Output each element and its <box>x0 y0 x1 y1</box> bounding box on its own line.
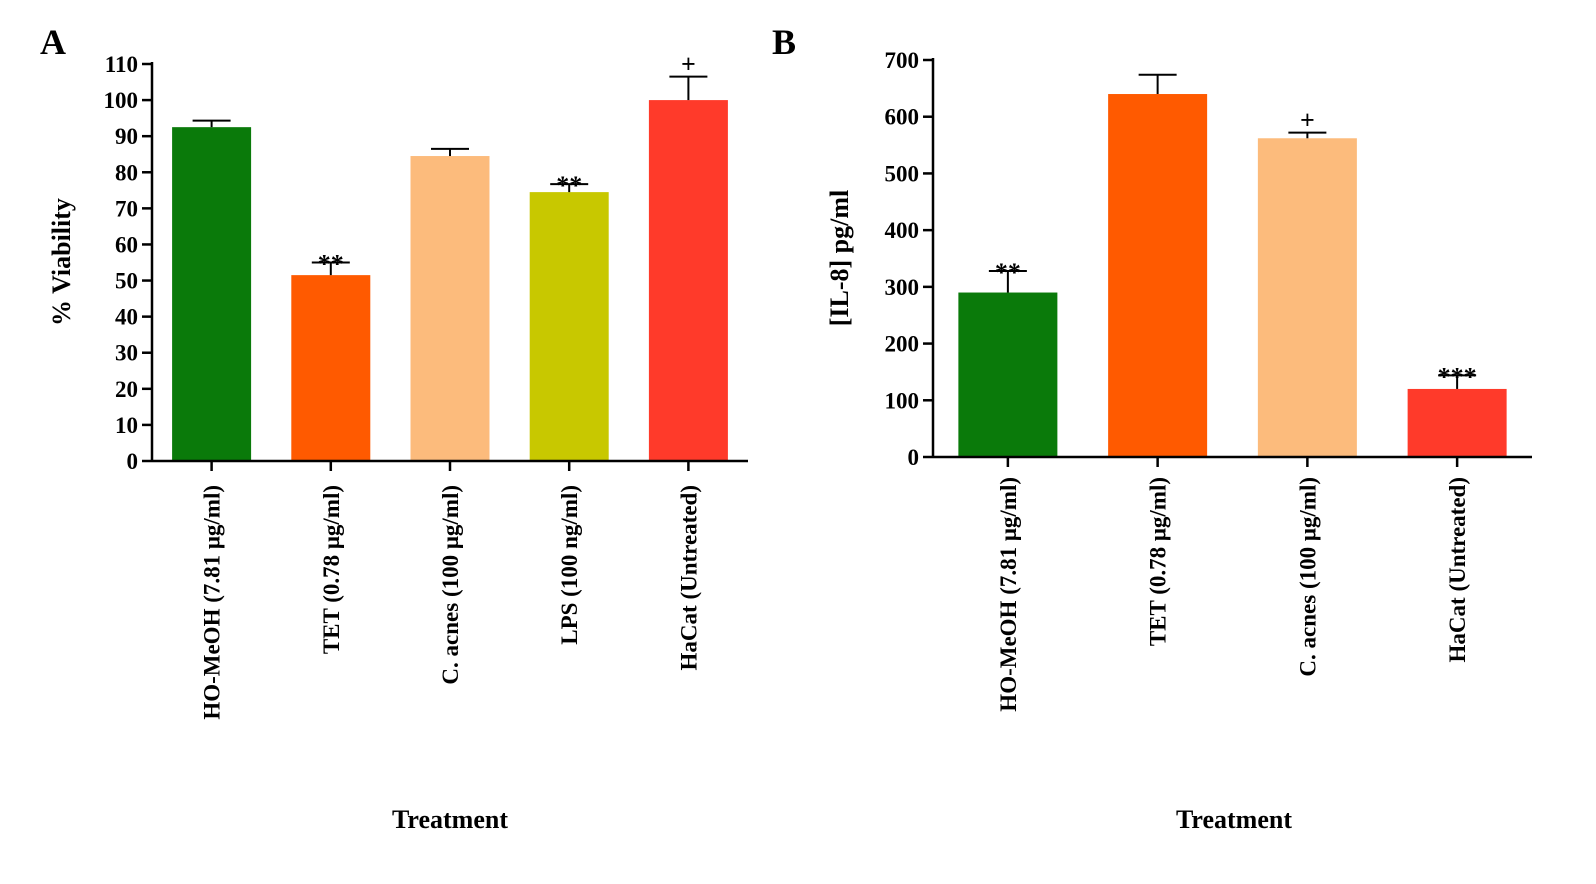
panel-letter-a: A <box>40 22 66 62</box>
significance-label: ** <box>318 250 344 279</box>
significance-label: ** <box>556 171 582 200</box>
error-bars-a <box>192 75 708 276</box>
bar <box>1407 388 1507 457</box>
y-tick-label: 90 <box>115 124 138 149</box>
bar <box>410 156 490 462</box>
y-tick-label: 70 <box>115 196 138 221</box>
y-tick-label: 50 <box>115 269 138 294</box>
y-tick-label: 0 <box>127 449 139 474</box>
panel-letter-b: B <box>772 22 796 62</box>
bar <box>529 192 609 461</box>
y-tick-label: 100 <box>885 388 920 413</box>
category-label: TET (0.78 μg/ml) <box>319 485 344 654</box>
bar <box>172 127 252 461</box>
x-axis-title-b: Treatment <box>1176 805 1292 834</box>
bars-b <box>958 94 1507 458</box>
significance-label: *** <box>1438 362 1477 391</box>
category-label: C. acnes (100 μg/ml) <box>1295 477 1320 677</box>
y-tick-label: 20 <box>115 377 138 402</box>
y-tick-label: 500 <box>885 161 920 186</box>
significance-labels-b: ** + *** <box>995 106 1477 392</box>
category-labels-b: HO-MeOH (7.81 μg/ml) TET (0.78 μg/ml) C. a… <box>996 477 1470 712</box>
y-tick-label: 400 <box>885 218 920 243</box>
panel-b: B ** + *** 0 100 200 300 400 500 600 700 HO-MeOH … <box>772 22 1532 834</box>
category-label: HaCat (Untreated) <box>676 485 701 670</box>
bar <box>1257 138 1357 457</box>
y-tick-label: 40 <box>115 305 138 330</box>
error-bars-b <box>988 73 1477 389</box>
bar <box>648 100 728 461</box>
x-axis-title-a: Treatment <box>392 805 508 834</box>
panel-a: A ** ** + 0 10 20 30 40 50 60 70 80 90 100 110 HO-MeO… <box>40 22 748 834</box>
axes-a <box>150 62 748 471</box>
y-axis-title-a: % Viability <box>47 198 76 326</box>
y-tick-label: 700 <box>885 48 920 73</box>
y-tick-label: 600 <box>885 105 920 130</box>
y-axis-title-b: [IL-8] pg/ml <box>825 190 854 327</box>
y-tick-label: 300 <box>885 275 920 300</box>
category-label: TET (0.78 μg/ml) <box>1146 477 1171 646</box>
bar <box>958 292 1058 457</box>
bar <box>291 275 371 461</box>
significance-label: + <box>681 50 696 79</box>
y-tick-label: 10 <box>115 413 138 438</box>
category-label: HO-MeOH (7.81 μg/ml) <box>200 485 225 720</box>
bars-a <box>172 100 728 462</box>
y-tick-label: 200 <box>885 332 920 357</box>
y-tick-label: 110 <box>105 52 138 77</box>
category-labels-a: HO-MeOH (7.81 μg/ml) TET (0.78 μg/ml) C. a… <box>200 485 702 720</box>
category-label: C. acnes (100 μg/ml) <box>438 485 463 685</box>
significance-label: ** <box>995 258 1021 287</box>
category-label: HaCat (Untreated) <box>1445 477 1470 662</box>
y-tick-label: 0 <box>908 445 920 470</box>
y-tick-label: 30 <box>115 341 138 366</box>
significance-label: + <box>1300 106 1315 135</box>
y-ticks-a: 0 10 20 30 40 50 60 70 80 90 100 110 <box>104 52 152 474</box>
category-label: HO-MeOH (7.81 μg/ml) <box>996 477 1021 712</box>
significance-labels-a: ** ** + <box>318 50 696 279</box>
axes-b <box>931 58 1532 467</box>
y-ticks-b: 0 100 200 300 400 500 600 700 <box>885 48 933 470</box>
y-tick-label: 100 <box>104 88 139 113</box>
bar <box>1108 94 1208 458</box>
category-label: LPS (100 ng/ml) <box>557 485 582 645</box>
y-tick-label: 60 <box>115 232 138 257</box>
y-tick-label: 80 <box>115 160 138 185</box>
